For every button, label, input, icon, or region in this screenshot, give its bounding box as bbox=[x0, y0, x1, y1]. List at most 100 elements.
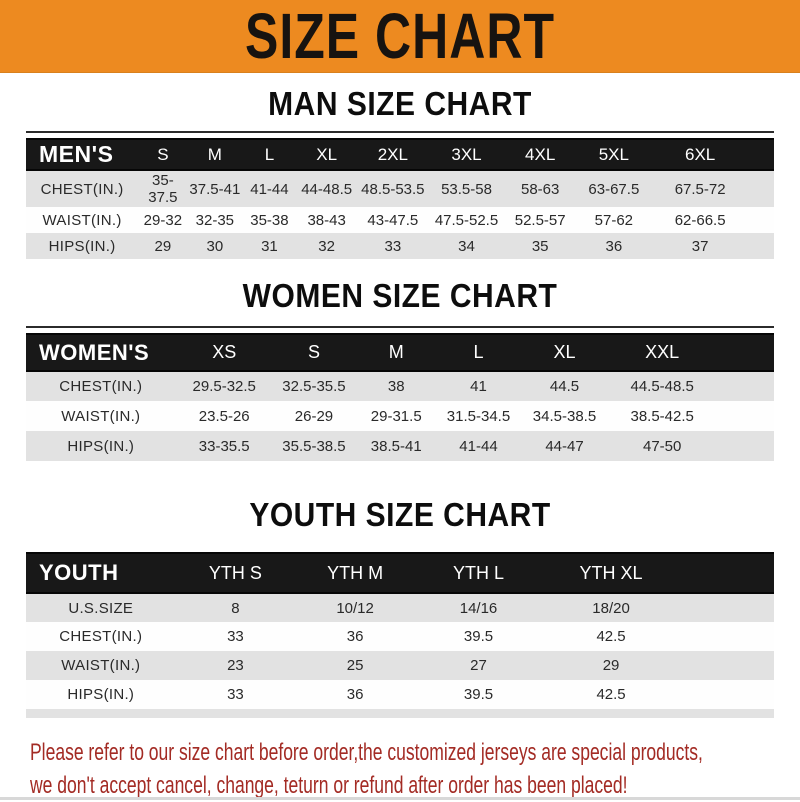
table-row: HIPS(IN.) 33-35.5 35.5-38.5 38.5-41 41-44 44-… bbox=[26, 431, 774, 461]
size-value-cell: 34 bbox=[458, 237, 475, 255]
table-corner-label: WOMEN'S bbox=[26, 333, 176, 372]
table-row: HIPS(IN.) 29 30 31 32 33 34 35 36 37 bbox=[26, 233, 774, 259]
size-value-cell: 33 bbox=[227, 628, 244, 645]
size-value-cell: 23 bbox=[227, 657, 244, 674]
size-column-header: L bbox=[242, 138, 297, 171]
size-value-cell: 62-66.5 bbox=[674, 211, 726, 229]
size-value-cell: 33-35.5 bbox=[198, 437, 250, 455]
size-value-cell: 38.5-41 bbox=[370, 437, 422, 455]
size-value-cell: 38.5-42.5 bbox=[630, 407, 694, 425]
table-row: CHEST(IN.) 29.5-32.5 32.5-35.5 38 41 44.5 44.5… bbox=[26, 371, 774, 401]
size-value-cell: 29 bbox=[154, 237, 172, 255]
youth-section-heading: YOUTH SIZE CHART bbox=[249, 496, 551, 534]
size-value-cell: 39.5 bbox=[463, 628, 494, 645]
women-size-table-wrap: WOMEN'S XS S M L XL XXL CHEST(IN.) 29.5-32.5 32.… bbox=[26, 326, 774, 461]
youth-size-table-wrap: YOUTH YTH S YTH M YTH L YTH XL U.S.SIZE 8 10/1… bbox=[26, 552, 774, 718]
youth-table-header-row: YOUTH YTH S YTH M YTH L YTH XL bbox=[26, 552, 774, 594]
size-value-cell: 33 bbox=[227, 686, 244, 703]
size-value-cell: 44-48.5 bbox=[301, 180, 353, 198]
size-value-cell: 31.5-34.5 bbox=[446, 407, 511, 425]
size-value-cell: 36 bbox=[346, 686, 364, 703]
size-column-header: XL bbox=[296, 138, 357, 171]
size-value-cell: 26-29 bbox=[294, 407, 334, 425]
size-value-cell: 43-47.5 bbox=[367, 211, 419, 229]
bottom-edge-strip bbox=[0, 797, 800, 800]
size-value-cell: 29-31.5 bbox=[370, 407, 422, 425]
men-table-body: CHEST(IN.) 35-37.5 37.5-41 41-44 44-48.5 48.5… bbox=[26, 170, 774, 259]
women-size-section: WOMEN SIZE CHART WOMEN'S XS S M L XL XXL CHEST… bbox=[0, 277, 800, 461]
table-row: WAIST(IN.) 23 25 27 29 bbox=[26, 651, 774, 680]
size-value-cell: 32 bbox=[318, 237, 335, 255]
men-section-heading: MAN SIZE CHART bbox=[268, 85, 532, 123]
size-value-cell: 32.5-35.5 bbox=[282, 378, 346, 395]
size-column-header: YTH S bbox=[175, 552, 296, 594]
size-value-cell: 44-47 bbox=[545, 437, 584, 455]
size-column-header: M bbox=[187, 138, 243, 171]
table-top-rule bbox=[26, 326, 774, 328]
row-label: HIPS(IN.) bbox=[48, 237, 116, 255]
youth-size-section: YOUTH SIZE CHART YOUTH YTH S YTH M YTH L YTH… bbox=[0, 496, 800, 718]
size-value-cell: 44.5-48.5 bbox=[630, 378, 694, 395]
table-row: WAIST(IN.) 29-32 32-35 35-38 38-43 43-47.5 47.… bbox=[26, 207, 774, 233]
size-value-cell: 63-67.5 bbox=[588, 180, 640, 198]
size-value-cell: 42.5 bbox=[596, 628, 626, 645]
size-value-cell: 41-44 bbox=[250, 180, 289, 198]
table-corner-label: YOUTH bbox=[26, 552, 176, 594]
size-value-cell: 41 bbox=[470, 378, 487, 395]
size-value-cell: 42.5 bbox=[596, 686, 626, 703]
size-value-cell: 47.5-52.5 bbox=[434, 211, 499, 229]
size-column-header: XXL bbox=[609, 333, 774, 372]
table-row: U.S.SIZE 8 10/12 14/16 18/20 bbox=[26, 593, 774, 622]
size-value-cell: 29-32 bbox=[143, 211, 183, 229]
row-label: U.S.SIZE bbox=[68, 599, 134, 617]
size-value-cell: 30 bbox=[206, 237, 224, 255]
row-label: HIPS(IN.) bbox=[67, 686, 135, 703]
size-value-cell: 58-63 bbox=[520, 180, 560, 198]
banner: SIZE CHART bbox=[0, 0, 800, 73]
note-line-2: we don't accept cancel, change, teturn o… bbox=[30, 772, 628, 799]
men-size-table: MEN'S S M L XL 2XL 3XL 4XL 5XL 6XL CHEST(IN.) 35-3… bbox=[26, 138, 774, 259]
size-column-header: 4XL bbox=[503, 138, 577, 171]
row-label: CHEST(IN.) bbox=[59, 378, 143, 395]
size-value-cell: 52.5-57 bbox=[514, 211, 566, 229]
women-table-header-row: WOMEN'S XS S M L XL XXL bbox=[26, 333, 774, 372]
size-value-cell: 8 bbox=[231, 599, 240, 617]
size-value-cell: 33 bbox=[384, 237, 402, 255]
size-value-cell: 23.5-26 bbox=[198, 407, 250, 425]
size-value-cell: 36 bbox=[346, 628, 364, 645]
size-value-cell: 14/16 bbox=[459, 599, 498, 617]
women-size-table: WOMEN'S XS S M L XL XXL CHEST(IN.) 29.5-32.5 32.… bbox=[26, 333, 774, 461]
size-value-cell: 53.5-58 bbox=[441, 180, 492, 198]
size-value-cell: 35-38 bbox=[250, 211, 289, 229]
size-column-header: 5XL bbox=[576, 138, 652, 171]
size-value-cell: 41-44 bbox=[459, 437, 498, 455]
size-column-header: YTH M bbox=[295, 552, 415, 594]
size-column-header: M bbox=[355, 333, 438, 372]
women-table-body: CHEST(IN.) 29.5-32.5 32.5-35.5 38 41 44.5 44.5… bbox=[26, 371, 774, 461]
row-label: CHEST(IN.) bbox=[59, 628, 143, 645]
size-value-cell: 67.5-72 bbox=[674, 180, 726, 198]
size-value-cell: 48.5-53.5 bbox=[361, 180, 425, 198]
table-row: HIPS(IN.) 33 36 39.5 42.5 bbox=[26, 680, 774, 709]
men-size-table-wrap: MEN'S S M L XL 2XL 3XL 4XL 5XL 6XL CHEST(IN.) 35-3… bbox=[26, 131, 774, 259]
size-column-header: YTH L bbox=[414, 552, 543, 594]
row-label: WAIST(IN.) bbox=[61, 657, 141, 674]
size-value-cell: 31 bbox=[261, 237, 278, 255]
size-column-header: S bbox=[272, 333, 356, 372]
row-label: WAIST(IN.) bbox=[61, 407, 141, 425]
youth-size-table: YOUTH YTH S YTH M YTH L YTH XL U.S.SIZE 8 10/1… bbox=[26, 552, 774, 709]
size-column-header: 6XL bbox=[651, 138, 774, 171]
size-value-cell: 38-43 bbox=[307, 211, 346, 229]
row-label: HIPS(IN.) bbox=[67, 437, 135, 455]
size-value-cell: 44.5 bbox=[549, 378, 580, 395]
table-row: WAIST(IN.) 23.5-26 26-29 29-31.5 31.5-34.5 34… bbox=[26, 401, 774, 431]
men-table-header-row: MEN'S S M L XL 2XL 3XL 4XL 5XL 6XL bbox=[26, 138, 774, 171]
size-value-cell: 38 bbox=[387, 378, 405, 395]
size-column-header: 2XL bbox=[356, 138, 430, 171]
size-value-cell: 39.5 bbox=[463, 686, 494, 703]
women-section-heading: WOMEN SIZE CHART bbox=[242, 277, 558, 315]
footer-note: Please refer to our size chart before or… bbox=[30, 736, 800, 802]
size-value-cell: 34.5-38.5 bbox=[532, 407, 597, 425]
size-column-header: XL bbox=[519, 333, 610, 372]
size-column-header: L bbox=[437, 333, 520, 372]
